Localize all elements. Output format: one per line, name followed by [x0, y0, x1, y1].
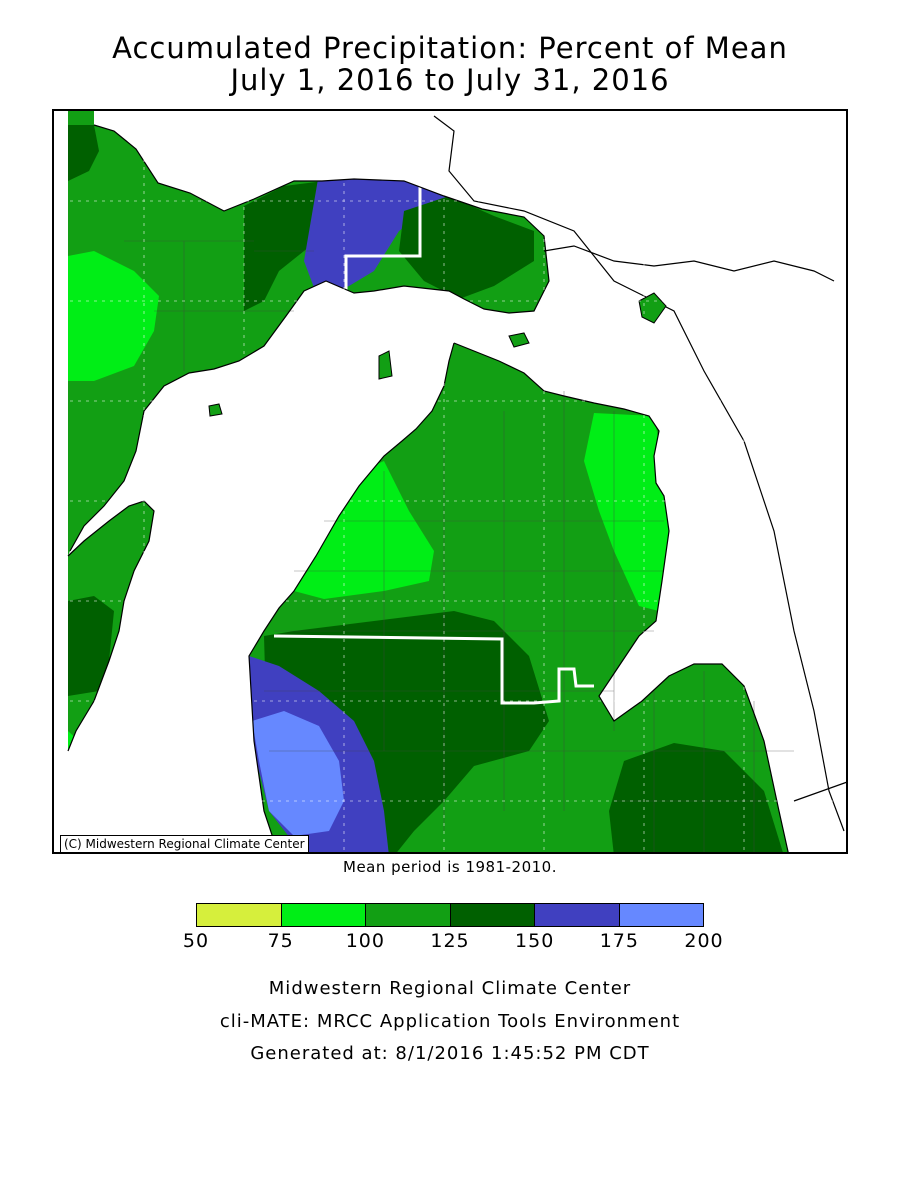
mean-period-note: Mean period is 1981-2010. [343, 858, 557, 876]
legend-swatch-3 [450, 904, 535, 926]
map-title: Accumulated Precipitation: Percent of Me… [112, 31, 788, 65]
legend-swatch-0 [197, 904, 282, 926]
islands [208, 292, 667, 417]
legend-swatch-5 [619, 904, 703, 926]
map-subtitle: July 1, 2016 to July 31, 2016 [230, 63, 670, 97]
legend-tick: 150 [515, 930, 555, 952]
legend-tick: 200 [684, 930, 724, 952]
county-lines [124, 240, 794, 852]
legend-tick: 50 [182, 930, 210, 952]
footer-organization: Midwestern Regional Climate Center [268, 978, 632, 999]
shorelines [67, 115, 846, 852]
legend-tick-labels: 50 75 100 125 150 175 200 [0, 930, 900, 954]
footer-tool: cli-MATE: MRCC Application Tools Environ… [219, 1011, 681, 1032]
precipitation-map [52, 109, 848, 854]
copyright-label: (C) Midwestern Regional Climate Center [60, 835, 309, 853]
map-canvas [54, 111, 846, 852]
legend-tick: 100 [345, 930, 385, 952]
legend-tick: 75 [267, 930, 294, 952]
legend-swatch-2 [366, 904, 451, 926]
legend-swatch-4 [535, 904, 620, 926]
legend-tick: 175 [599, 930, 639, 952]
footer-generated: Generated at: 8/1/2016 1:45:52 PM CDT [250, 1043, 650, 1064]
color-legend [196, 903, 704, 927]
legend-tick: 125 [430, 930, 470, 952]
legend-swatch-1 [281, 904, 366, 926]
